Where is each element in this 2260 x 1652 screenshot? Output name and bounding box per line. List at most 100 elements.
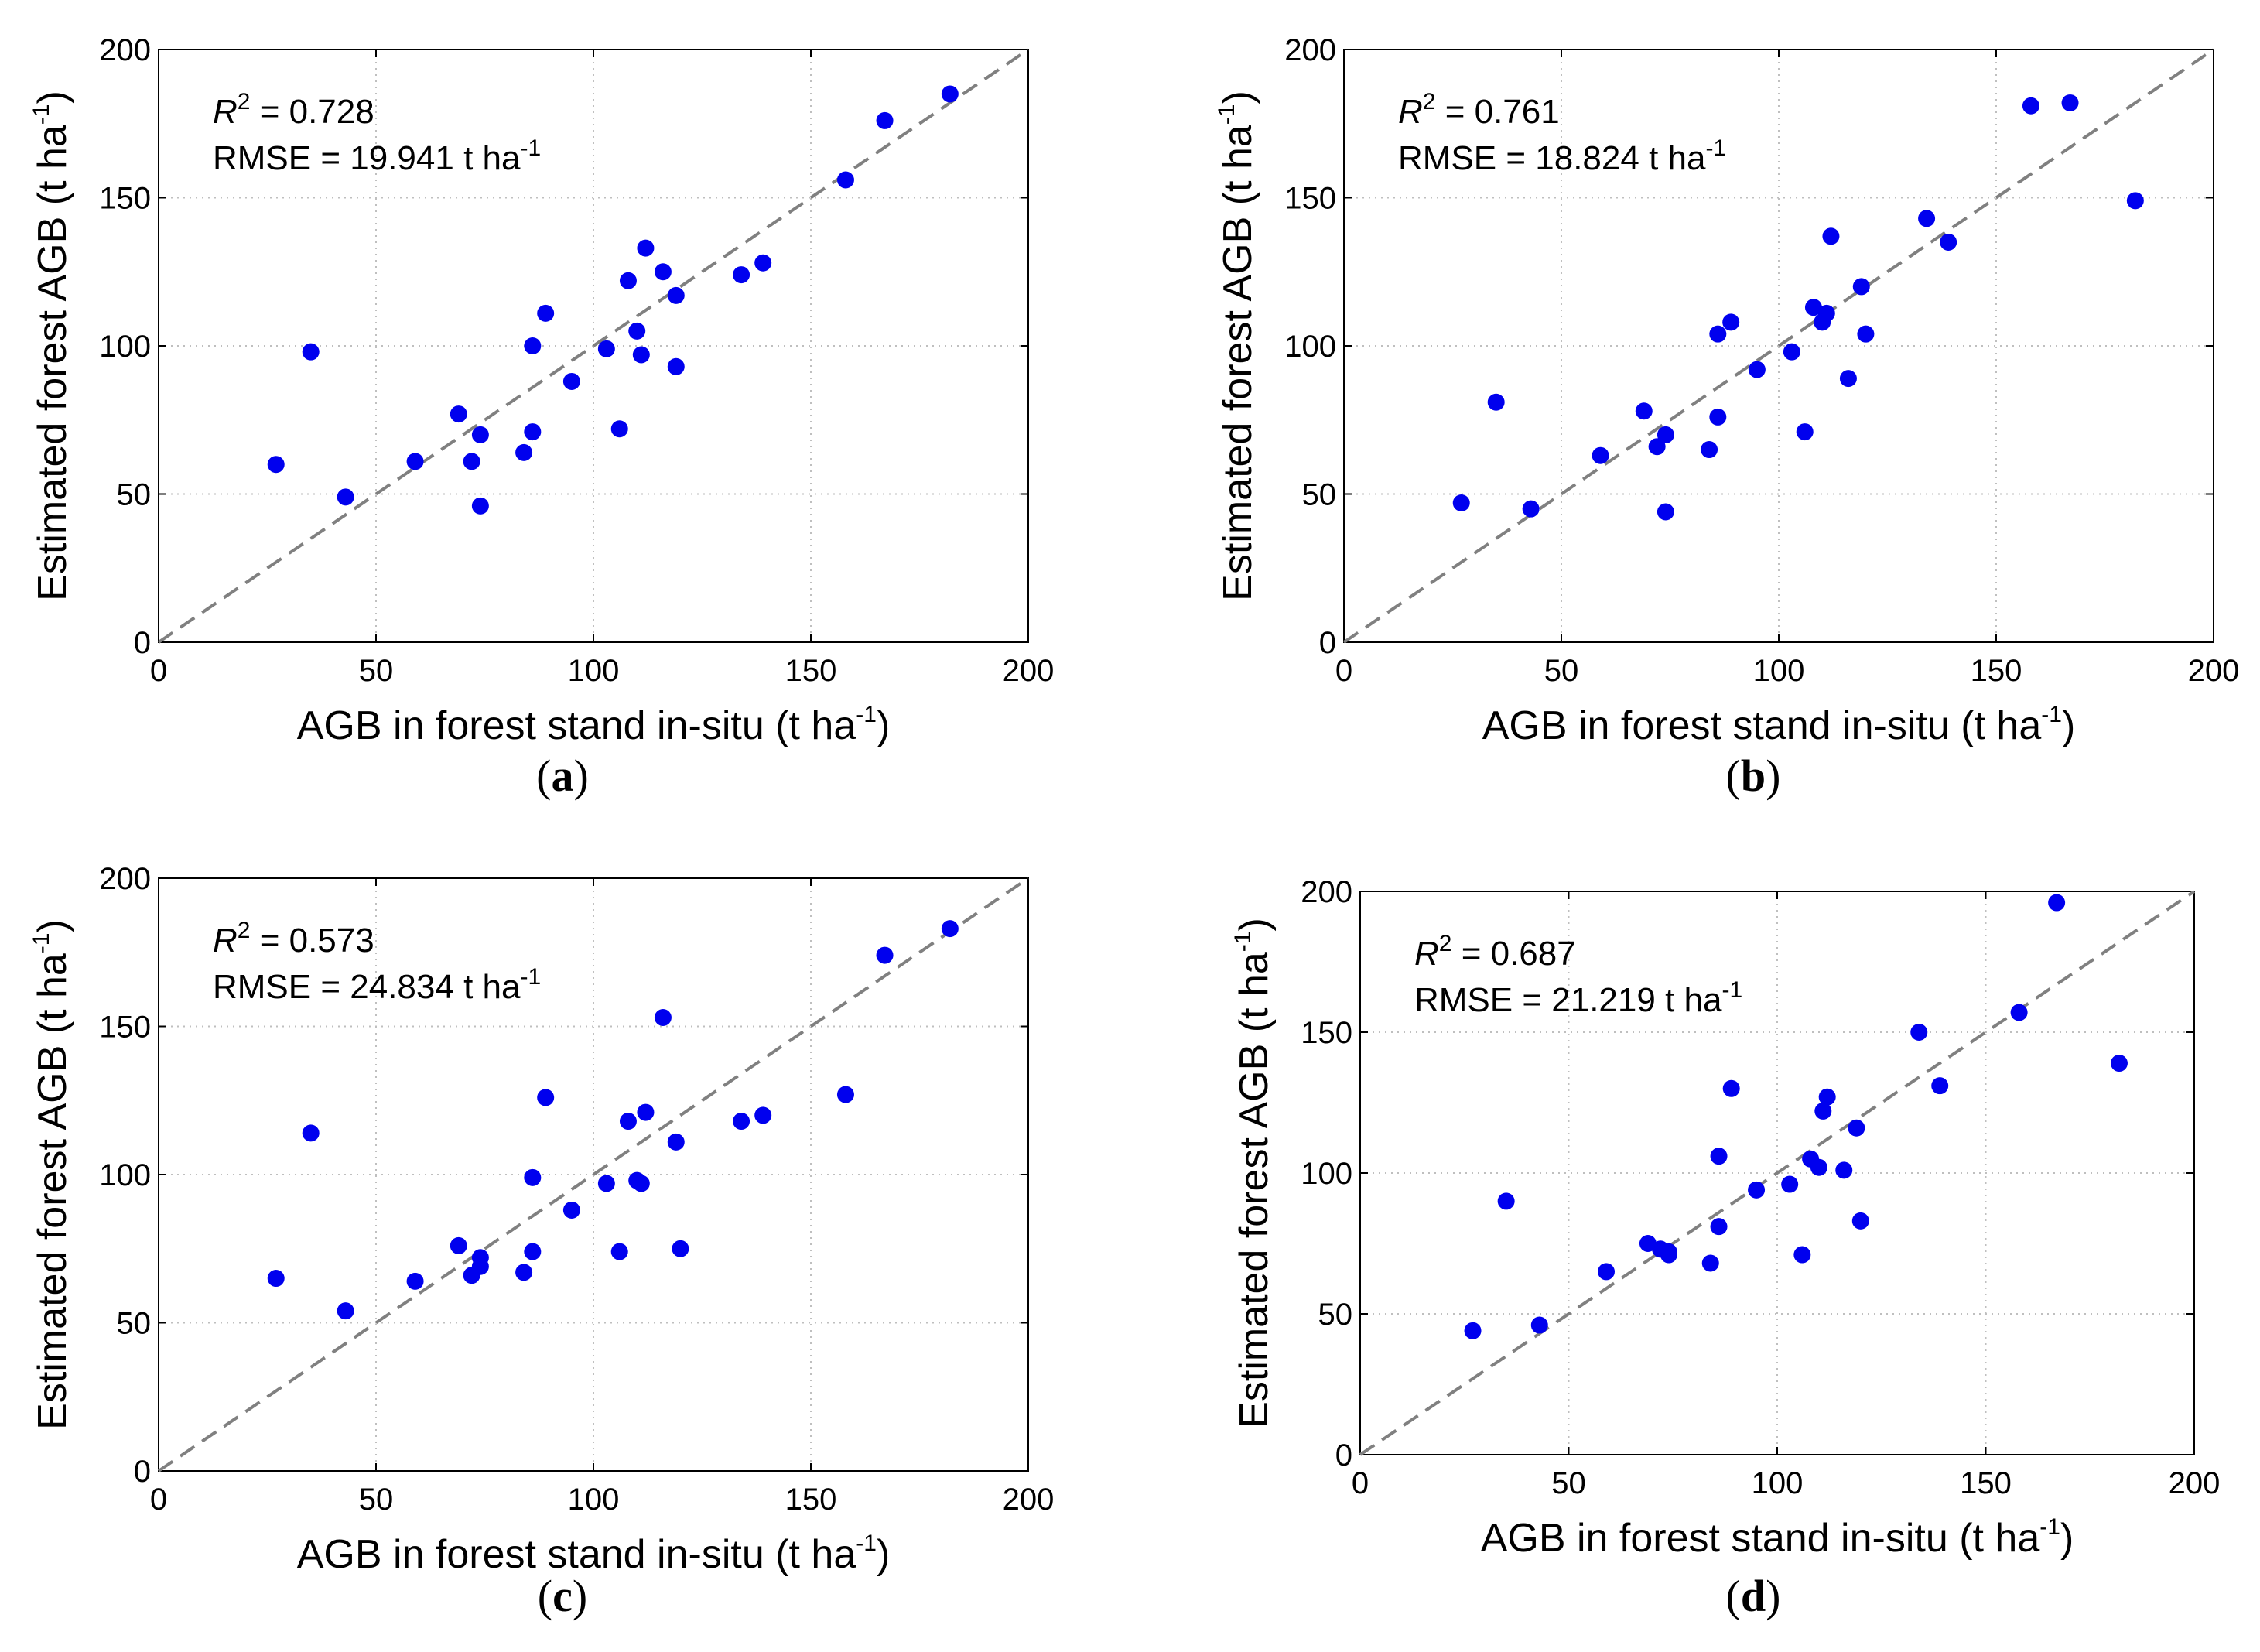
x-axis-label-close: ) <box>2062 703 2075 748</box>
y-tick-label: 0 <box>134 1455 151 1489</box>
x-tick-label: 150 <box>1960 1466 2012 1500</box>
data-point <box>1940 233 1957 251</box>
y-tick-label: 50 <box>1302 478 1337 512</box>
x-tick-label: 50 <box>359 1483 394 1517</box>
data-point <box>941 85 959 103</box>
data-point <box>267 1270 285 1288</box>
x-axis-label-close: ) <box>2060 1516 2074 1561</box>
data-point <box>1835 1161 1853 1179</box>
data-point <box>1857 325 1875 343</box>
data-point <box>1710 1148 1728 1165</box>
caption-open: ( <box>1726 1571 1741 1621</box>
x-axis-label: AGB in forest stand in-situ (t ha-1) <box>297 1531 891 1577</box>
data-point <box>637 239 655 257</box>
y-tick-label: 0 <box>1335 1438 1352 1472</box>
data-point <box>302 1124 320 1142</box>
data-point <box>610 420 628 438</box>
y-tick-label: 100 <box>99 330 151 364</box>
y-axis-label-close: ) <box>30 919 75 932</box>
data-point <box>1910 1024 1928 1041</box>
rmse-unit-exponent: -1 <box>1721 977 1742 1003</box>
x-tick-label: 0 <box>150 654 167 688</box>
data-point <box>1592 446 1609 464</box>
data-point <box>1848 1119 1865 1137</box>
y-axis-label-close: ) <box>1232 918 1277 931</box>
data-point <box>337 488 354 506</box>
data-point <box>1814 1102 1832 1120</box>
y-axis-label-close: ) <box>30 91 75 104</box>
y-axis-label-exponent: -1 <box>29 933 54 954</box>
data-point <box>1464 1322 1482 1339</box>
panel-caption: (b) <box>1726 751 1781 801</box>
x-axis-label-exponent: -1 <box>2041 702 2062 727</box>
x-axis-label-text: AGB in forest stand in-situ (t ha <box>1482 703 2042 748</box>
data-point <box>672 1240 689 1257</box>
data-point <box>610 1243 628 1260</box>
data-point <box>628 322 646 340</box>
x-tick-label: 100 <box>568 1483 620 1517</box>
caption-open: ( <box>538 1571 552 1621</box>
data-point <box>537 1089 555 1106</box>
rmse-unit-exponent: -1 <box>520 964 541 990</box>
x-axis-label-exponent: -1 <box>856 1531 877 1556</box>
x-axis-label-text: AGB in forest stand in-situ (t ha <box>1481 1516 2040 1561</box>
x-tick-label: 150 <box>785 654 837 688</box>
rmse-text: RMSE = 21.219 t ha-1 <box>1414 977 1742 1019</box>
data-point <box>2110 1055 2128 1072</box>
panel-c: 0 50 100 150 200 0 50 100 150 200 R2 = 0.573 RMSE =… <box>29 862 1054 1621</box>
data-point <box>1709 408 1727 426</box>
y-axis-label-exponent: -1 <box>1214 104 1239 125</box>
data-point <box>471 426 489 443</box>
y-tick-label: 50 <box>117 1307 152 1341</box>
x-axis-label-text: AGB in forest stand in-situ (t ha <box>297 1532 856 1577</box>
y-axis-label-exponent: -1 <box>29 104 54 125</box>
one-to-one-line <box>157 877 1030 1472</box>
data-point <box>1497 1192 1515 1210</box>
data-point <box>1748 361 1766 378</box>
data-point <box>524 1243 542 1260</box>
data-point <box>1701 1254 1719 1272</box>
y-tick-label: 150 <box>99 1011 151 1045</box>
caption-close: ) <box>574 751 589 801</box>
x-tick-label: 50 <box>359 654 394 688</box>
caption-letter: d <box>1741 1571 1766 1621</box>
r-squared-symbol: R <box>1398 93 1423 131</box>
data-point <box>1822 227 1840 245</box>
data-point <box>1851 1212 1869 1230</box>
rmse-unit-exponent: -1 <box>1705 135 1726 161</box>
data-point <box>1818 1088 1836 1106</box>
caption-close: ) <box>1766 1571 1780 1621</box>
caption-close: ) <box>1766 751 1780 801</box>
panel-caption: (c) <box>538 1571 587 1621</box>
x-axis-label-exponent: -1 <box>2039 1514 2060 1540</box>
data-point <box>836 171 854 189</box>
data-point <box>754 254 772 272</box>
data-point <box>1701 441 1718 459</box>
data-point <box>406 453 424 470</box>
data-point <box>471 497 489 515</box>
r-squared-value: = 0.761 <box>1435 93 1559 131</box>
r-squared-value: = 0.687 <box>1451 935 1575 973</box>
data-point <box>1660 1246 1677 1264</box>
data-point <box>471 1257 489 1275</box>
caption-close: ) <box>573 1571 587 1621</box>
data-point <box>597 340 615 357</box>
r-squared-exponent: 2 <box>1423 89 1436 115</box>
rmse-value: RMSE = 19.941 t ha <box>213 139 521 177</box>
x-axis-label-close: ) <box>877 703 890 748</box>
data-point <box>1657 503 1674 521</box>
caption-letter: c <box>552 1571 573 1621</box>
data-point <box>1722 313 1740 331</box>
data-point <box>1648 438 1666 456</box>
y-tick-label: 100 <box>99 1158 151 1192</box>
data-point <box>637 1103 655 1121</box>
r-squared-symbol: R <box>213 93 238 131</box>
data-point <box>1522 500 1540 518</box>
data-point <box>562 372 580 390</box>
data-point <box>733 1113 750 1130</box>
x-tick-label: 50 <box>1551 1466 1586 1500</box>
data-point <box>667 1133 685 1151</box>
data-point <box>876 946 894 964</box>
data-point <box>337 1302 354 1320</box>
